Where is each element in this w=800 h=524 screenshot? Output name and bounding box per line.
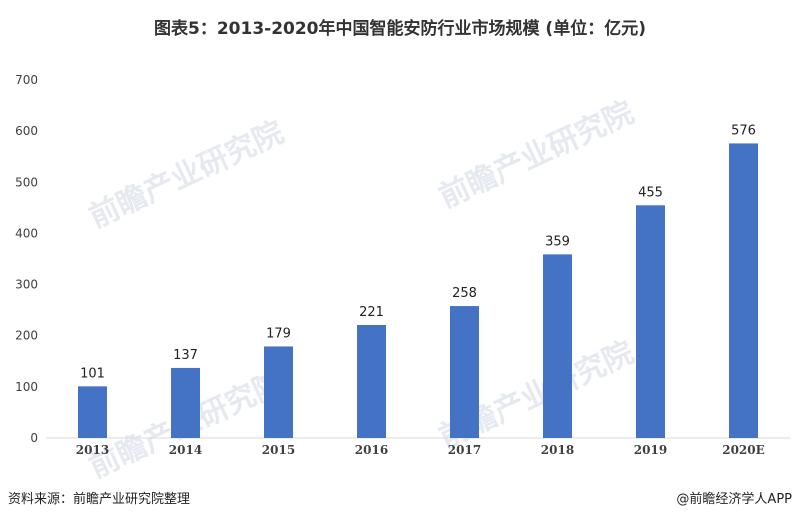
chart-title: 图表5：2013-2020年中国智能安防行业市场规模 (单位：亿元): [154, 19, 646, 39]
x-tick-label: 2017: [448, 443, 481, 457]
bar: [450, 306, 479, 438]
data-label: 221: [359, 305, 384, 320]
y-tick-label: 200: [15, 329, 38, 343]
x-tick-label: 2013: [76, 443, 109, 457]
brand-credit: @前瞻经济学人APP: [676, 492, 792, 507]
data-label: 101: [80, 366, 105, 381]
data-label: 455: [638, 185, 663, 200]
bar: [171, 367, 200, 438]
y-tick-label: 700: [15, 73, 38, 87]
data-label: 179: [266, 326, 291, 341]
bar: [264, 346, 293, 438]
bar: [636, 205, 665, 438]
footer: 资料来源：前瞻产业研究院整理 @前瞻经济学人APP: [0, 484, 800, 514]
bar: [78, 386, 107, 438]
bar: [729, 143, 758, 438]
x-tick-label: 2016: [355, 443, 388, 457]
data-label: 258: [452, 286, 477, 301]
data-label: 137: [173, 348, 198, 363]
bar-chart: 0 100 200 300 400 500 600 700 101 2013 137 2014 179 2…: [15, 73, 790, 457]
x-tick-label: 2015: [262, 443, 295, 457]
y-tick-label: 300: [15, 278, 38, 292]
y-tick-label: 100: [15, 380, 38, 394]
y-tick-label: 0: [30, 431, 38, 445]
x-tick-label: 2018: [541, 443, 574, 457]
data-label: 576: [731, 123, 756, 138]
data-label: 359: [545, 234, 570, 249]
y-tick-label: 600: [15, 124, 38, 138]
bar: [543, 254, 572, 438]
y-tick-label: 500: [15, 175, 38, 189]
y-tick-label: 400: [15, 226, 38, 240]
bar: [357, 324, 386, 438]
x-tick-label: 2019: [634, 443, 667, 457]
x-tick-label: 2020E: [722, 443, 765, 457]
x-tick-label: 2014: [169, 443, 202, 457]
source-note: 资料来源：前瞻产业研究院整理: [8, 492, 191, 507]
